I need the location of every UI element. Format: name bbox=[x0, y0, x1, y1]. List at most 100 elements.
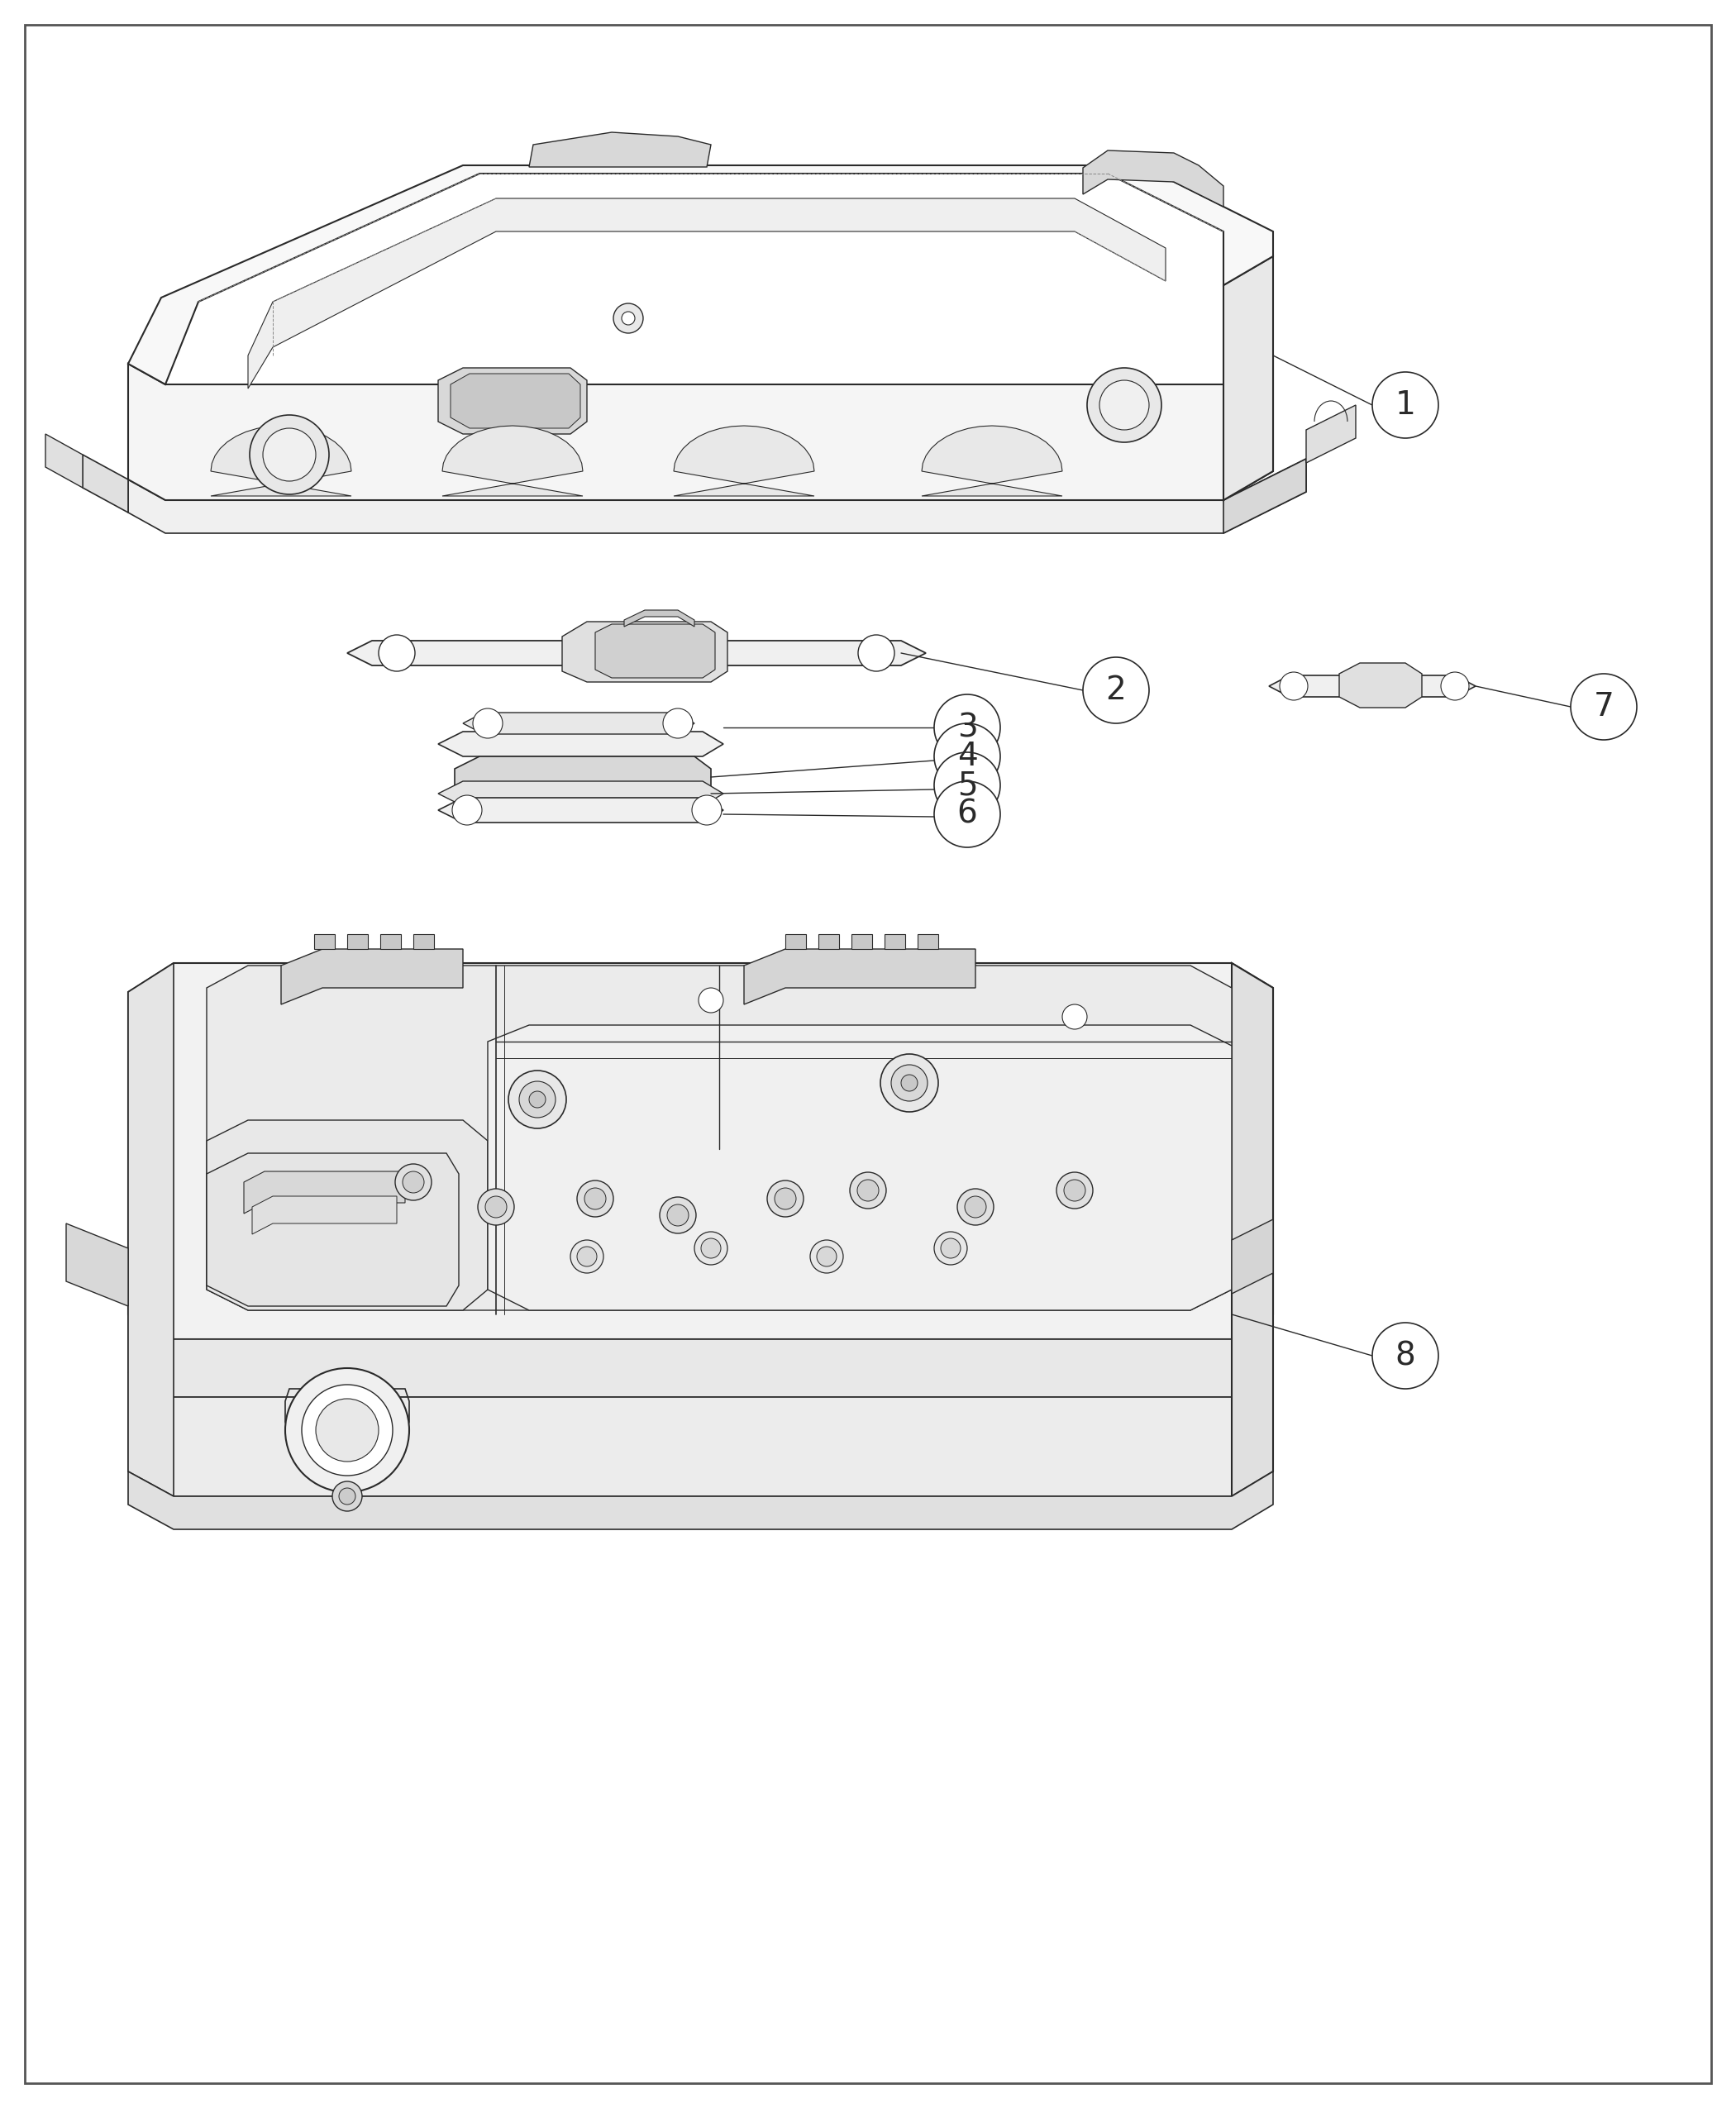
Circle shape bbox=[519, 1081, 556, 1117]
Polygon shape bbox=[128, 356, 1272, 500]
Circle shape bbox=[660, 1197, 696, 1233]
Circle shape bbox=[663, 708, 693, 738]
Text: 5: 5 bbox=[957, 769, 977, 801]
Polygon shape bbox=[347, 641, 925, 666]
Circle shape bbox=[934, 694, 1000, 761]
Polygon shape bbox=[745, 949, 976, 1003]
Circle shape bbox=[477, 1189, 514, 1225]
Polygon shape bbox=[918, 934, 937, 949]
Circle shape bbox=[965, 1195, 986, 1218]
Circle shape bbox=[934, 753, 1000, 818]
Text: 6: 6 bbox=[957, 799, 977, 831]
Circle shape bbox=[1571, 675, 1637, 740]
Polygon shape bbox=[1305, 405, 1356, 464]
Circle shape bbox=[1083, 658, 1149, 723]
Circle shape bbox=[316, 1400, 378, 1461]
Polygon shape bbox=[252, 1195, 398, 1233]
Polygon shape bbox=[1224, 460, 1305, 533]
Polygon shape bbox=[243, 1172, 404, 1214]
Circle shape bbox=[1441, 672, 1469, 700]
Circle shape bbox=[1057, 1172, 1094, 1208]
Polygon shape bbox=[66, 1223, 128, 1307]
Circle shape bbox=[613, 304, 642, 333]
Circle shape bbox=[1371, 1322, 1439, 1389]
Circle shape bbox=[851, 1172, 885, 1208]
Circle shape bbox=[693, 795, 722, 824]
Circle shape bbox=[934, 723, 1000, 790]
Polygon shape bbox=[128, 1471, 1272, 1528]
Circle shape bbox=[957, 1189, 993, 1225]
Circle shape bbox=[941, 1237, 960, 1258]
Circle shape bbox=[262, 428, 316, 481]
Polygon shape bbox=[851, 934, 871, 949]
Circle shape bbox=[486, 1195, 507, 1218]
Polygon shape bbox=[128, 963, 1272, 1339]
Circle shape bbox=[585, 1189, 606, 1210]
Text: 4: 4 bbox=[957, 740, 977, 772]
Circle shape bbox=[934, 1231, 967, 1265]
Circle shape bbox=[901, 1075, 918, 1092]
Circle shape bbox=[285, 1368, 410, 1492]
Polygon shape bbox=[248, 198, 1165, 388]
Circle shape bbox=[880, 1054, 937, 1111]
Polygon shape bbox=[595, 624, 715, 679]
Polygon shape bbox=[437, 731, 724, 757]
Polygon shape bbox=[128, 460, 1305, 533]
Polygon shape bbox=[128, 164, 1272, 384]
Circle shape bbox=[698, 989, 724, 1012]
Polygon shape bbox=[674, 426, 814, 495]
Circle shape bbox=[1371, 371, 1439, 438]
Circle shape bbox=[403, 1172, 424, 1193]
Polygon shape bbox=[1269, 675, 1476, 698]
Polygon shape bbox=[210, 426, 351, 495]
Polygon shape bbox=[380, 934, 401, 949]
Polygon shape bbox=[1224, 257, 1272, 500]
Circle shape bbox=[1279, 672, 1307, 700]
Polygon shape bbox=[1338, 664, 1422, 708]
Polygon shape bbox=[45, 434, 83, 487]
Text: 7: 7 bbox=[1594, 691, 1614, 723]
Circle shape bbox=[1087, 369, 1161, 443]
Circle shape bbox=[576, 1246, 597, 1267]
Polygon shape bbox=[464, 713, 694, 734]
Polygon shape bbox=[314, 934, 335, 949]
Circle shape bbox=[302, 1385, 392, 1476]
Circle shape bbox=[451, 795, 483, 824]
Polygon shape bbox=[413, 934, 434, 949]
Circle shape bbox=[858, 635, 894, 670]
Circle shape bbox=[694, 1231, 727, 1265]
Circle shape bbox=[1099, 379, 1149, 430]
Circle shape bbox=[571, 1240, 604, 1273]
Circle shape bbox=[667, 1204, 689, 1227]
Polygon shape bbox=[207, 1153, 458, 1307]
Circle shape bbox=[774, 1189, 797, 1210]
Polygon shape bbox=[281, 949, 464, 1003]
Polygon shape bbox=[785, 934, 806, 949]
Polygon shape bbox=[207, 965, 1233, 1311]
Text: 8: 8 bbox=[1396, 1341, 1415, 1372]
Polygon shape bbox=[625, 609, 694, 626]
Circle shape bbox=[858, 1180, 878, 1202]
Text: 2: 2 bbox=[1106, 675, 1127, 706]
Circle shape bbox=[816, 1246, 837, 1267]
Circle shape bbox=[339, 1488, 356, 1505]
Polygon shape bbox=[885, 934, 904, 949]
Circle shape bbox=[396, 1164, 432, 1199]
Polygon shape bbox=[437, 797, 724, 822]
Circle shape bbox=[529, 1092, 545, 1107]
Polygon shape bbox=[437, 782, 724, 805]
Polygon shape bbox=[1233, 963, 1272, 1497]
Polygon shape bbox=[437, 369, 587, 434]
Circle shape bbox=[250, 415, 330, 495]
Polygon shape bbox=[455, 757, 712, 805]
Polygon shape bbox=[83, 455, 128, 512]
Circle shape bbox=[509, 1071, 566, 1128]
Polygon shape bbox=[1083, 150, 1224, 207]
Circle shape bbox=[378, 635, 415, 670]
Circle shape bbox=[767, 1180, 804, 1216]
Polygon shape bbox=[488, 1024, 1233, 1311]
Circle shape bbox=[701, 1237, 720, 1258]
Polygon shape bbox=[207, 1119, 488, 1311]
Polygon shape bbox=[128, 1315, 1272, 1398]
Circle shape bbox=[332, 1482, 363, 1511]
